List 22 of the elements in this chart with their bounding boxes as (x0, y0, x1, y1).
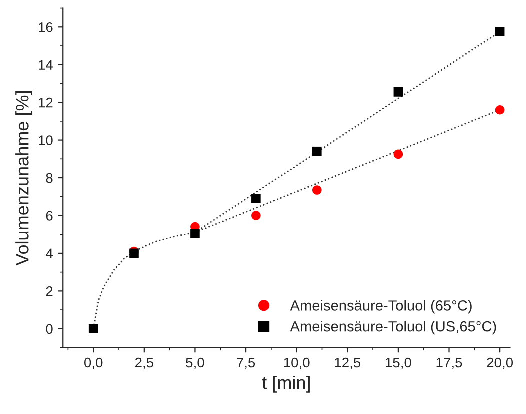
y-tick-label: 8 (46, 173, 53, 184)
x-tick-label: 5,0 (186, 358, 204, 370)
x-tick-label: 12,5 (335, 358, 361, 370)
x-tick-label: 10,0 (284, 358, 310, 370)
x-tick-label: 7,5 (237, 358, 256, 370)
y-tick-label: 4 (46, 248, 53, 258)
legend-label: Ameisensäure-Toluol (US,65°C) (290, 321, 496, 335)
y-axis-title: Volumenzunahme [%] (16, 91, 32, 266)
x-tick-label: 20,0 (487, 358, 514, 370)
x-axis-title: t [min] (262, 376, 310, 393)
y-tick-label: 0 (46, 324, 53, 334)
y-tick-label: 14 (39, 60, 53, 70)
x-tick-label: 2,5 (135, 358, 154, 370)
x-tick-label: 17,5 (436, 358, 462, 370)
y-tick-label: 6 (46, 211, 53, 221)
y-tick-label: 12 (39, 98, 53, 108)
legend-label: Ameisensäure-Toluol (65°C) (290, 300, 472, 314)
x-tick-label: 0,0 (84, 358, 103, 370)
x-tick-label: 15,0 (386, 358, 412, 370)
y-tick-label: 10 (39, 136, 53, 146)
y-tick-label: 16 (39, 22, 53, 32)
y-tick-label: 2 (46, 286, 53, 296)
